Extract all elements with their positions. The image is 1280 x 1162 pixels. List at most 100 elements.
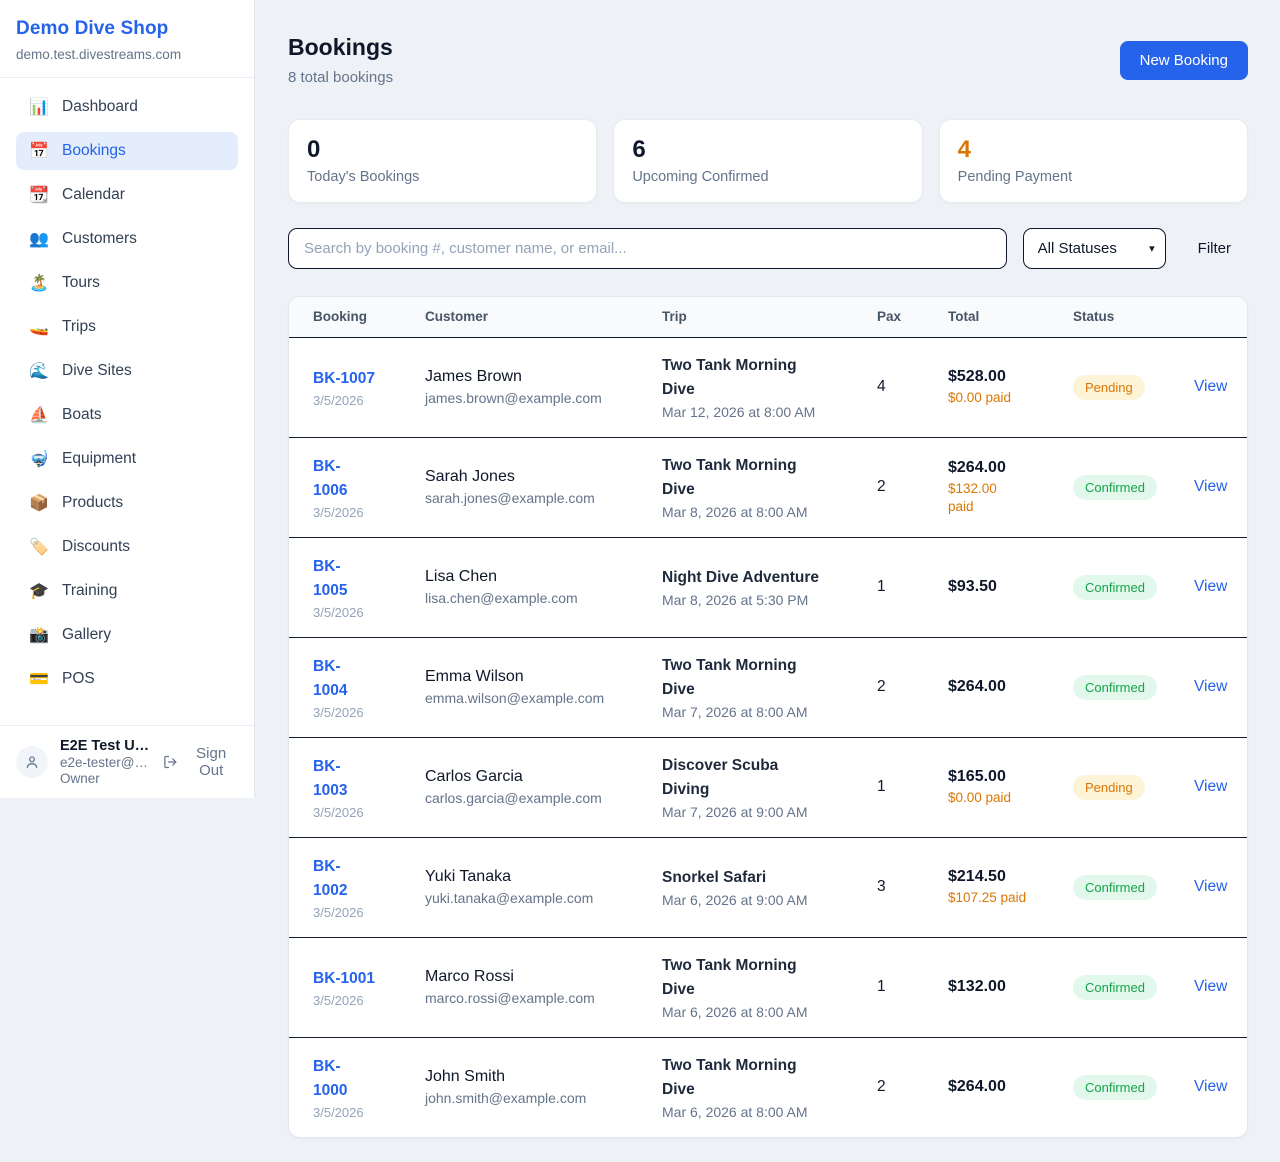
booking-cell: BK- 1006 3/5/2026 bbox=[289, 437, 425, 538]
sidebar-item-products[interactable]: 📦 Products bbox=[16, 484, 238, 522]
pax-cell: 4 bbox=[877, 337, 948, 438]
view-link[interactable]: View bbox=[1194, 478, 1228, 495]
total-amount: $264.00 bbox=[948, 678, 1006, 695]
users-icon: 👥 bbox=[29, 231, 49, 248]
sidebar-item-equipment[interactable]: 🤿 Equipment bbox=[16, 440, 238, 478]
view-link[interactable]: View bbox=[1194, 878, 1228, 895]
trip-datetime: Mar 8, 2026 at 8:00 AM bbox=[662, 504, 808, 520]
booking-id-link[interactable]: BK-1007 bbox=[313, 369, 376, 387]
stat-label: Upcoming Confirmed bbox=[632, 169, 769, 186]
sidebar-item-gallery[interactable]: 📸 Gallery bbox=[16, 616, 238, 654]
sidebar: Demo Dive Shop demo.test.divestreams.com… bbox=[0, 0, 255, 798]
trip-cell: Two Tank Morning Dive Mar 7, 2026 at 8:0… bbox=[662, 637, 877, 738]
trip-name: Two Tank Morning Dive bbox=[662, 957, 797, 998]
status-badge: Confirmed bbox=[1073, 974, 1157, 1000]
search-input[interactable] bbox=[288, 228, 1007, 269]
customer-cell: Yuki Tanaka yuki.tanaka@example.com bbox=[425, 837, 662, 938]
table-row: BK- 1005 3/5/2026 Lisa Chen lisa.chen@ex… bbox=[289, 537, 1247, 638]
sidebar-item-label: Training bbox=[62, 582, 118, 599]
total-amount: $132.00 bbox=[948, 978, 1006, 995]
booking-cell: BK-1001 3/5/2026 bbox=[289, 937, 425, 1038]
sidebar-item-training[interactable]: 🎓 Training bbox=[16, 572, 238, 610]
table-row: BK- 1002 3/5/2026 Yuki Tanaka yuki.tanak… bbox=[289, 837, 1247, 938]
view-link[interactable]: View bbox=[1194, 678, 1228, 695]
booking-id-link[interactable]: BK- 1006 bbox=[313, 457, 348, 499]
view-cell: View bbox=[1194, 837, 1247, 938]
col-header-customer: Customer bbox=[425, 297, 662, 338]
table-row: BK-1001 3/5/2026 Marco Rossi marco.rossi… bbox=[289, 937, 1247, 1038]
sidebar-item-dive-sites[interactable]: 🌊 Dive Sites bbox=[16, 352, 238, 390]
table-row: BK-1007 3/5/2026 James Brown james.brown… bbox=[289, 337, 1247, 438]
trip-datetime: Mar 6, 2026 at 8:00 AM bbox=[662, 1104, 808, 1121]
view-cell: View bbox=[1194, 537, 1247, 638]
sidebar-item-tours[interactable]: 🏝️ Tours bbox=[16, 264, 238, 302]
customer-email: john.smith@example.com bbox=[425, 1090, 587, 1107]
user-name: E2E Test U… bbox=[60, 738, 150, 754]
camera-icon: 📸 bbox=[29, 627, 49, 644]
booking-id-link[interactable]: BK- 1003 bbox=[313, 757, 348, 799]
view-cell: View bbox=[1194, 637, 1247, 738]
paid-amount: $107.25 paid bbox=[948, 889, 1027, 905]
page-title: Bookings bbox=[288, 34, 393, 60]
table-row: BK- 1000 3/5/2026 John Smith john.smith@… bbox=[289, 1037, 1247, 1137]
customer-cell: Lisa Chen lisa.chen@example.com bbox=[425, 537, 662, 638]
diving-mask-icon: 🤿 bbox=[29, 451, 49, 468]
booking-cell: BK- 1002 3/5/2026 bbox=[289, 837, 425, 938]
stat-value: 4 bbox=[957, 136, 972, 163]
sidebar-item-trips[interactable]: 🚤 Trips bbox=[16, 308, 238, 346]
booking-id-link[interactable]: BK- 1000 bbox=[313, 1057, 348, 1099]
status-filter-select[interactable]: All Statuses bbox=[1022, 228, 1166, 269]
sidebar-item-label: Bookings bbox=[62, 142, 126, 159]
new-booking-button[interactable]: New Booking bbox=[1119, 41, 1248, 80]
paid-amount: $0.00 paid bbox=[948, 789, 1012, 805]
pax-cell: 3 bbox=[877, 837, 948, 938]
view-link[interactable]: View bbox=[1194, 378, 1228, 395]
total-cell: $132.00 bbox=[948, 937, 1073, 1038]
status-badge: Confirmed bbox=[1073, 1074, 1157, 1100]
status-badge: Confirmed bbox=[1073, 874, 1157, 900]
sidebar-item-pos[interactable]: 💳 POS bbox=[16, 660, 238, 698]
booking-cell: BK-1007 3/5/2026 bbox=[289, 337, 425, 438]
sidebar-nav: 📊 Dashboard 📅 Bookings 📆 Calendar 👥 Cust… bbox=[0, 78, 254, 725]
sidebar-item-bookings[interactable]: 📅 Bookings bbox=[16, 132, 238, 170]
booking-id-link[interactable]: BK- 1002 bbox=[313, 857, 348, 899]
customer-email: emma.wilson@example.com bbox=[425, 690, 605, 706]
paid-amount: $0.00 paid bbox=[948, 389, 1012, 405]
sidebar-item-label: Boats bbox=[62, 406, 102, 423]
page-header: Bookings 8 total bookings New Booking bbox=[288, 34, 1248, 86]
status-cell: Confirmed bbox=[1073, 1037, 1194, 1137]
view-link[interactable]: View bbox=[1194, 578, 1228, 595]
status-badge: Pending bbox=[1073, 774, 1145, 800]
trip-datetime: Mar 8, 2026 at 5:30 PM bbox=[662, 592, 809, 608]
view-link[interactable]: View bbox=[1194, 978, 1228, 995]
view-link[interactable]: View bbox=[1194, 1078, 1228, 1096]
sign-out-button[interactable]: Sign Out bbox=[163, 745, 238, 779]
customer-name: Lisa Chen bbox=[425, 568, 498, 585]
pax-cell: 2 bbox=[877, 1078, 886, 1096]
status-badge: Confirmed bbox=[1073, 674, 1157, 700]
sidebar-item-customers[interactable]: 👥 Customers bbox=[16, 220, 238, 258]
pax-cell: 2 bbox=[877, 637, 948, 738]
sidebar-item-dashboard[interactable]: 📊 Dashboard bbox=[16, 88, 238, 126]
view-link[interactable]: View bbox=[1194, 778, 1228, 795]
bookings-table-card: Booking Customer Trip Pax Total Status bbox=[288, 296, 1248, 1138]
status-cell: Confirmed bbox=[1073, 937, 1194, 1038]
sign-out-label: Sign Out bbox=[196, 745, 227, 779]
booking-id-link[interactable]: BK- 1005 bbox=[313, 557, 348, 599]
customer-email: sarah.jones@example.com bbox=[425, 490, 595, 506]
col-header-trip: Trip bbox=[662, 297, 877, 338]
sidebar-item-boats[interactable]: ⛵ Boats bbox=[16, 396, 238, 434]
trip-datetime: Mar 7, 2026 at 8:00 AM bbox=[662, 704, 808, 720]
stat-card: 6 Upcoming Confirmed bbox=[613, 119, 923, 203]
sidebar-item-label: Products bbox=[62, 494, 124, 511]
total-cell: $528.00 $0.00 paid bbox=[948, 337, 1073, 438]
booking-id-link[interactable]: BK- 1004 bbox=[313, 657, 348, 699]
col-header-total: Total bbox=[948, 297, 1073, 338]
booking-date: 3/5/2026 bbox=[313, 992, 364, 1008]
sidebar-item-calendar[interactable]: 📆 Calendar bbox=[16, 176, 238, 214]
sidebar-item-discounts[interactable]: 🏷️ Discounts bbox=[16, 528, 238, 566]
trip-name: Two Tank Morning Dive bbox=[662, 1057, 797, 1099]
booking-id-link[interactable]: BK-1001 bbox=[313, 969, 376, 987]
view-cell: View bbox=[1194, 437, 1247, 538]
booking-cell: BK- 1003 3/5/2026 bbox=[289, 737, 425, 838]
